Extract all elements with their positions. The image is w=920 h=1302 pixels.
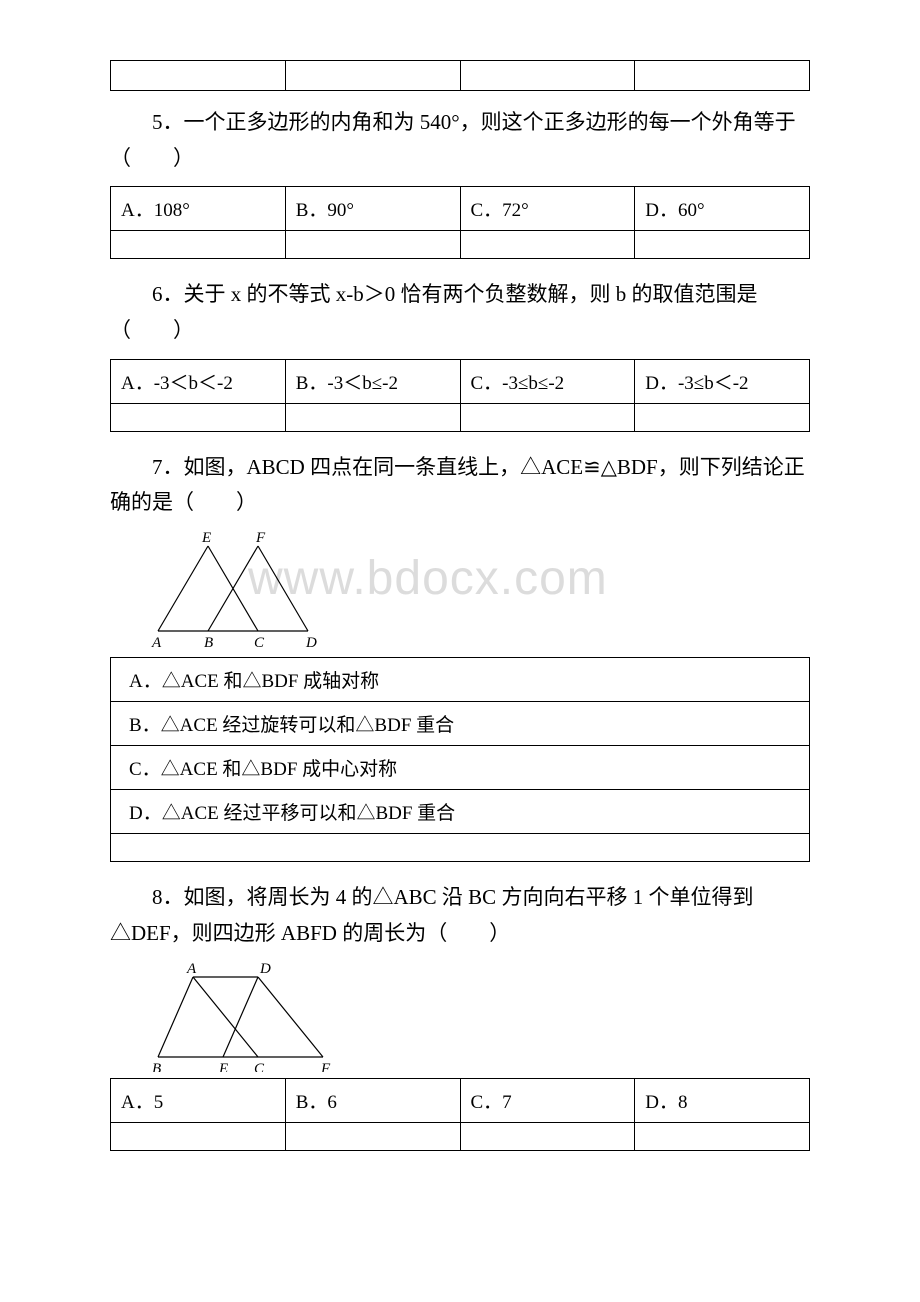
q7-opt-c: C．△ACE 和△BDF 成中心对称 [111,746,810,790]
q8-figure: A D B E C F [138,962,338,1072]
q8-opt-b: B．6 [285,1078,460,1122]
q6-opt-c: C．-3≤b≤-2 [460,359,635,403]
q6-opt-b: B．-3＜b≤-2 [285,359,460,403]
q7-opt-b: B．△ACE 经过旋转可以和△BDF 重合 [111,702,810,746]
q5-opt-c: C．72° [460,187,635,231]
q5-opt-a: A．108° [111,187,286,231]
svg-text:B: B [152,1061,161,1072]
svg-text:C: C [254,1061,265,1072]
prev-question-blank-table [110,60,810,91]
q8-text: 8．如图，将周长为 4 的△ABC 沿 BC 方向向右平移 1 个单位得到△DE… [110,880,810,951]
svg-text:B: B [204,635,213,651]
svg-text:A: A [186,962,197,977]
q7-opt-a: A．△ACE 和△BDF 成轴对称 [111,658,810,702]
q7-figure-wrap: www.bdocx.com EFABCD [138,531,810,651]
q5-opt-b: B．90° [285,187,460,231]
q8-opt-a: A．5 [111,1078,286,1122]
q8-opt-d: D．8 [635,1078,810,1122]
svg-text:D: D [305,635,317,651]
svg-text:E: E [218,1061,228,1072]
q5-text: 5．一个正多边形的内角和为 540°，则这个正多边形的每一个外角等于（ ） [110,105,810,176]
q6-opt-d: D．-3≤b＜-2 [635,359,810,403]
q8-figure-wrap: A D B E C F [138,962,810,1072]
page: 5．一个正多边形的内角和为 540°，则这个正多边形的每一个外角等于（ ） A．… [0,0,920,1229]
svg-text:A: A [151,635,162,651]
svg-text:D: D [259,962,271,977]
q7-opt-d: D．△ACE 经过平移可以和△BDF 重合 [111,790,810,834]
q7-figure: E F A B C D [138,531,338,651]
q8-opt-c: C．7 [460,1078,635,1122]
q5-options-table: A．108° B．90° C．72° D．60° [110,186,810,259]
q6-options-table: A．-3＜b＜-2 B．-3＜b≤-2 C．-3≤b≤-2 D．-3≤b＜-2 [110,359,810,432]
svg-text:F: F [255,531,266,546]
q6-opt-a: A．-3＜b＜-2 [111,359,286,403]
q8-options-table: A．5 B．6 C．7 D．8 [110,1078,810,1151]
q7-options-table: A．△ACE 和△BDF 成轴对称 B．△ACE 经过旋转可以和△BDF 重合 … [110,657,810,862]
q5-opt-d: D．60° [635,187,810,231]
svg-text:F: F [320,1061,331,1072]
q6-text: 6．关于 x 的不等式 x-b＞0 恰有两个负整数解，则 b 的取值范围是（ ） [110,277,810,348]
svg-text:C: C [254,635,265,651]
q7-text: 7．如图，ABCD 四点在同一条直线上，△ACE≌△BDF，则下列结论正确的是（… [110,450,810,521]
svg-text:E: E [201,531,211,546]
